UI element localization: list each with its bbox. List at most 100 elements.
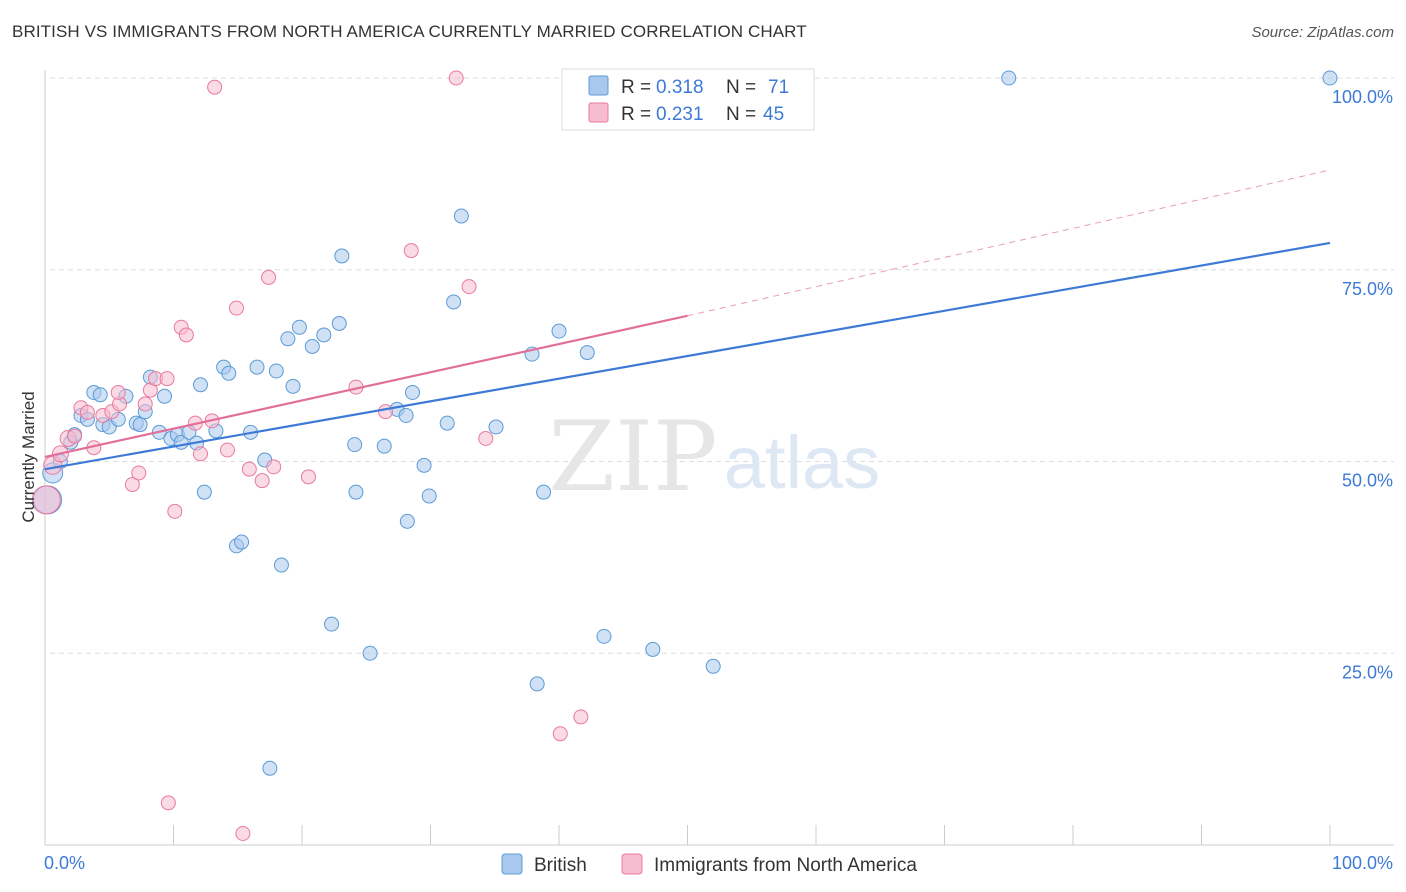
british-point[interactable] [645,641,661,657]
immigrants-point[interactable] [192,446,208,462]
immigrants-point[interactable] [403,243,419,259]
legend-n-label: N = [726,77,756,98]
legend-n-value: 71 [768,77,789,98]
immigrants-point[interactable] [178,327,194,343]
watermark-zip: ZIP [548,401,717,513]
y-tick-label: 100.0% [1332,87,1393,107]
british-point[interactable] [596,628,612,644]
british-point[interactable] [221,365,237,381]
british-point[interactable] [157,388,173,404]
british-point[interactable] [399,513,415,529]
immigrants-point[interactable] [235,825,251,841]
british-point[interactable] [705,658,721,674]
labels-layer: 25.0% 50.0% 75.0% 100.0% 0.0% 100.0% [44,87,1393,873]
immigrants-point[interactable] [261,269,277,285]
legend-r-label: R = [621,77,651,98]
british-point[interactable] [536,484,552,500]
immigrants-point[interactable] [110,384,126,400]
source-label: Source: ZipAtlas.com [1251,24,1394,41]
immigrants-point[interactable] [266,459,282,475]
british-point[interactable] [331,315,347,331]
british-point[interactable] [376,438,392,454]
legend-n-value: 45 [763,104,784,125]
british-point[interactable] [416,457,432,473]
immigrants-point[interactable] [159,371,175,387]
immigrants-point[interactable] [448,70,464,86]
british-point[interactable] [488,419,504,435]
watermark-atlas: atlas [724,421,880,504]
immigrants-point[interactable] [478,430,494,446]
y-tick-label: 75.0% [1342,279,1393,299]
y-tick-label: 25.0% [1342,662,1393,682]
immigrants-point[interactable] [137,396,153,412]
british-point[interactable] [439,415,455,431]
bottom-legend-swatch-british[interactable] [501,853,523,875]
immigrants-point[interactable] [67,428,83,444]
british-point[interactable] [92,387,108,403]
legend-box: R = 0.318 N = 71 R = 0.231 N = 45 [561,68,815,131]
british-point[interactable] [262,760,278,776]
immigrants-point[interactable] [300,469,316,485]
immigrants-point[interactable] [228,300,244,316]
british-point[interactable] [453,208,469,224]
british-point[interactable] [234,534,250,550]
british-point[interactable] [132,417,148,433]
bottom-legend-label-immigrants[interactable]: Immigrants from North America [654,855,917,876]
british-point[interactable] [273,557,289,573]
british-point[interactable] [551,323,567,339]
british-point[interactable] [1001,70,1017,86]
immigrants-trend-line [44,314,688,458]
british-point[interactable] [280,331,296,347]
chart-title: BRITISH VS IMMIGRANTS FROM NORTH AMERICA… [12,22,807,41]
british-point[interactable] [446,294,462,310]
immigrants-trend-extension [687,169,1331,317]
british-point[interactable] [196,484,212,500]
british-point[interactable] [324,616,340,632]
immigrants-point[interactable] [160,795,176,811]
british-point[interactable] [398,407,414,423]
bottom-legend: British Immigrants from North America [501,853,917,876]
immigrants-point[interactable] [573,709,589,725]
immigrants-point[interactable] [552,726,568,742]
british-point[interactable] [268,363,284,379]
grid-layer [44,77,1394,845]
immigrants-point[interactable] [167,503,183,519]
british-point[interactable] [347,437,363,453]
legend-swatch-british [588,75,609,96]
british-point[interactable] [362,645,378,661]
british-point[interactable] [421,488,437,504]
british-point[interactable] [291,319,307,335]
british-point[interactable] [529,676,545,692]
immigrants-point[interactable] [241,461,257,477]
y-tick-label: 50.0% [1342,471,1393,491]
x-tick-label: 100.0% [1332,853,1393,873]
legend-r-label: R = [621,104,651,125]
immigrants-point[interactable] [31,485,61,515]
legend-n-label: N = [726,104,756,125]
axes-layer [44,70,1394,846]
bottom-legend-label-british[interactable]: British [534,855,587,876]
immigrants-point[interactable] [378,404,394,420]
x-tick-label: 0.0% [44,853,85,873]
immigrants-point[interactable] [219,442,235,458]
british-point[interactable] [348,484,364,500]
british-point[interactable] [1322,70,1338,86]
british-point[interactable] [285,378,301,394]
british-point[interactable] [334,248,350,264]
immigrants-point[interactable] [254,473,270,489]
bottom-legend-swatch-immigrants[interactable] [621,853,643,875]
british-point[interactable] [304,338,320,354]
legend-swatch-immigrants [588,102,609,123]
immigrants-point[interactable] [79,404,95,420]
british-point[interactable] [405,384,421,400]
british-point[interactable] [579,345,595,361]
british-trend-line [44,241,1331,471]
immigrants-point[interactable] [461,279,477,295]
immigrants-point[interactable] [124,477,140,493]
british-point[interactable] [192,377,208,393]
british-point[interactable] [249,359,265,375]
immigrants-point[interactable] [131,465,147,481]
british-point[interactable] [316,327,332,343]
immigrants-point[interactable] [207,79,223,95]
